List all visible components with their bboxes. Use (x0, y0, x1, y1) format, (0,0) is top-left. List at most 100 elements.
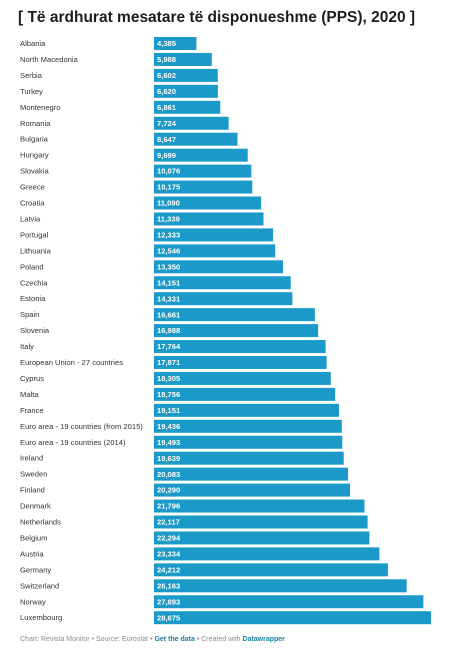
bar (154, 196, 262, 210)
value-label: 7,724 (157, 119, 177, 128)
bar (154, 483, 350, 497)
category-label: Slovenia (20, 326, 50, 335)
value-label: 17,764 (157, 342, 181, 351)
value-label: 4,385 (157, 39, 177, 48)
category-label: Portugal (20, 230, 49, 239)
category-label: Austria (20, 549, 44, 558)
bar (154, 371, 331, 385)
value-label: 21,796 (157, 502, 180, 511)
category-label: Bulgaria (20, 135, 49, 144)
category-label: Albania (20, 39, 46, 48)
category-label: Cyprus (20, 374, 44, 383)
value-label: 11,090 (157, 199, 180, 208)
category-label: Montenegro (20, 103, 61, 112)
category-label: Euro area - 19 countries (2014) (20, 438, 126, 447)
category-label: Latvia (20, 214, 41, 223)
bar (154, 435, 343, 449)
value-label: 20,083 (157, 470, 180, 479)
category-label: Denmark (20, 502, 51, 511)
value-label: 12,333 (157, 231, 180, 240)
bar (154, 292, 293, 306)
value-label: 14,151 (157, 278, 181, 287)
category-label: North Macedonia (20, 55, 79, 64)
footer-credit: Chart: Revista Monitor • Source: Eurosta… (20, 636, 155, 643)
bar (154, 308, 315, 322)
category-label: Belgium (20, 533, 47, 542)
bar (154, 276, 291, 290)
value-label: 27,893 (157, 597, 180, 606)
value-label: 19,639 (157, 454, 180, 463)
category-label: Spain (20, 310, 39, 319)
bar (154, 340, 326, 354)
bar (154, 244, 276, 258)
category-label: Norway (20, 597, 46, 606)
bar (154, 324, 319, 338)
category-label: Greece (20, 183, 45, 192)
value-label: 13,350 (157, 262, 180, 271)
category-label: Hungary (20, 151, 49, 160)
category-label: Ireland (20, 454, 43, 463)
bar (154, 52, 212, 66)
value-label: 19,151 (157, 406, 181, 415)
category-label: Slovakia (20, 167, 49, 176)
bar (154, 611, 431, 625)
category-label: France (20, 406, 44, 415)
category-label: Luxembourg (20, 613, 62, 622)
value-label: 12,546 (157, 246, 180, 255)
value-label: 9,699 (157, 151, 176, 160)
category-label: Sweden (20, 470, 47, 479)
value-label: 19,493 (157, 438, 180, 447)
bar (154, 116, 229, 130)
bar (154, 37, 197, 50)
footer-created-with: • Created with (194, 636, 243, 643)
bar (154, 515, 368, 529)
category-label: Malta (20, 390, 39, 399)
bar (154, 260, 283, 274)
value-label: 5,988 (157, 55, 176, 64)
category-label: European Union - 27 countries (20, 358, 123, 367)
bar (154, 403, 339, 417)
category-label: Switzerland (20, 581, 59, 590)
chart-title: [ Të ardhurat mesatare të disponueshme (… (18, 9, 416, 26)
bar (154, 68, 218, 82)
value-label: 20,290 (157, 486, 180, 495)
chart-footer: Chart: Revista Monitor • Source: Eurosta… (20, 636, 285, 643)
value-label: 6,620 (157, 87, 176, 96)
category-label: Czechia (20, 278, 48, 287)
value-label: 22,294 (157, 534, 181, 543)
value-label: 11,339 (157, 215, 180, 224)
value-label: 26,163 (157, 581, 180, 590)
value-label: 17,871 (157, 358, 181, 367)
value-label: 14,331 (157, 294, 181, 303)
category-label: Italy (20, 342, 34, 351)
category-label: Estonia (20, 294, 46, 303)
bar (154, 419, 342, 433)
datawrapper-link[interactable]: Datawrapper (242, 636, 285, 643)
value-label: 18,305 (157, 374, 181, 383)
bar (154, 212, 264, 226)
value-label: 6,602 (157, 71, 176, 80)
value-label: 22,117 (157, 518, 180, 527)
bar (154, 499, 365, 513)
category-label: Euro area - 19 countries (from 2015) (20, 422, 143, 431)
bar (154, 547, 380, 561)
get-data-link[interactable]: Get the data (154, 636, 195, 643)
bar (154, 100, 221, 114)
category-label: Croatia (20, 199, 45, 208)
value-label: 19,436 (157, 422, 180, 431)
value-label: 10,175 (157, 183, 181, 192)
value-label: 16,988 (157, 326, 180, 335)
category-label: Serbia (20, 71, 43, 80)
value-label: 24,212 (157, 565, 180, 574)
category-label: Turkey (20, 87, 43, 96)
bar (154, 531, 370, 545)
bar (154, 84, 218, 98)
bar (154, 148, 248, 162)
value-label: 18,756 (157, 390, 180, 399)
value-label: 10,076 (157, 167, 180, 176)
category-label: Netherlands (20, 518, 61, 527)
bar (154, 579, 407, 593)
category-label: Germany (20, 565, 51, 574)
value-label: 6,861 (157, 103, 177, 112)
